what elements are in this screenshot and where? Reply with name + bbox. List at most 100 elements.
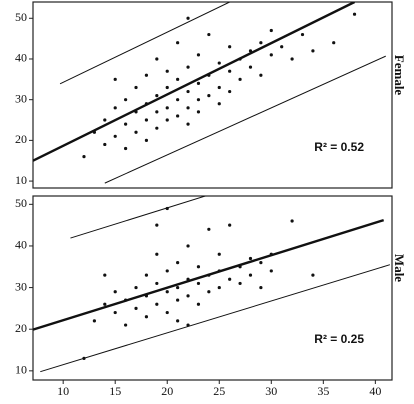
point bbox=[134, 285, 138, 290]
point bbox=[165, 269, 169, 273]
point bbox=[144, 294, 149, 298]
point bbox=[176, 319, 180, 323]
point bbox=[217, 85, 221, 90]
point bbox=[196, 281, 201, 286]
point bbox=[217, 285, 221, 290]
point bbox=[124, 298, 128, 302]
x-tick-label: 40 bbox=[369, 384, 381, 398]
point bbox=[176, 261, 180, 265]
point bbox=[196, 81, 201, 86]
prediction-band bbox=[70, 196, 207, 239]
point bbox=[124, 146, 128, 151]
point bbox=[207, 32, 211, 37]
point bbox=[144, 315, 149, 319]
point bbox=[165, 206, 169, 211]
point bbox=[332, 41, 336, 45]
point bbox=[186, 294, 190, 298]
point bbox=[113, 310, 117, 315]
y-tick-label: 10 bbox=[15, 173, 27, 187]
point bbox=[176, 41, 180, 45]
prediction-band bbox=[40, 264, 391, 373]
point bbox=[259, 261, 263, 265]
point bbox=[186, 244, 190, 248]
point bbox=[269, 53, 273, 57]
point bbox=[228, 45, 232, 49]
point bbox=[165, 118, 169, 122]
point bbox=[207, 227, 211, 231]
fit-line bbox=[33, 2, 356, 162]
point bbox=[186, 65, 190, 69]
point bbox=[144, 273, 149, 277]
point bbox=[186, 89, 190, 94]
point bbox=[207, 73, 211, 77]
point bbox=[144, 73, 149, 77]
point bbox=[217, 269, 221, 273]
point bbox=[248, 65, 253, 69]
panel-label: Male bbox=[392, 254, 407, 282]
point bbox=[248, 273, 253, 277]
point bbox=[165, 69, 169, 73]
point bbox=[269, 269, 273, 273]
point bbox=[290, 57, 294, 61]
point bbox=[155, 223, 159, 227]
point bbox=[311, 273, 315, 277]
point bbox=[155, 281, 159, 286]
plot-area bbox=[33, 196, 391, 373]
point bbox=[124, 98, 128, 102]
point bbox=[300, 32, 305, 37]
point bbox=[352, 12, 357, 16]
point bbox=[228, 69, 232, 73]
point bbox=[186, 16, 190, 20]
y-tick-label: 20 bbox=[15, 132, 27, 146]
y-tick-label: 20 bbox=[15, 321, 27, 335]
point bbox=[186, 277, 190, 281]
point bbox=[280, 45, 284, 49]
y-tick-label: 30 bbox=[15, 91, 27, 105]
point bbox=[155, 126, 159, 130]
point bbox=[217, 61, 221, 65]
point bbox=[124, 122, 128, 126]
point bbox=[165, 85, 169, 90]
point bbox=[207, 94, 211, 98]
y-tick-label: 40 bbox=[15, 238, 27, 252]
y-tick-label: 50 bbox=[15, 196, 27, 210]
y-tick-label: 30 bbox=[15, 279, 27, 293]
point bbox=[196, 302, 201, 306]
point bbox=[196, 98, 201, 102]
point bbox=[176, 77, 180, 81]
point bbox=[311, 49, 315, 53]
point bbox=[134, 306, 138, 310]
point bbox=[92, 130, 96, 134]
panel-frame bbox=[32, 1, 393, 189]
y-tick-label: 10 bbox=[15, 363, 27, 377]
point bbox=[82, 356, 86, 360]
point bbox=[228, 277, 232, 281]
point bbox=[217, 102, 221, 106]
point bbox=[196, 265, 201, 269]
point bbox=[290, 219, 294, 223]
point bbox=[103, 142, 107, 147]
point bbox=[238, 57, 242, 61]
y-tick-label: 40 bbox=[15, 51, 27, 65]
annotation: R² = 0.52 bbox=[314, 140, 364, 154]
point bbox=[134, 110, 138, 114]
point bbox=[165, 310, 169, 315]
point bbox=[165, 290, 169, 294]
point bbox=[176, 98, 180, 102]
x-tick-label: 15 bbox=[109, 384, 121, 398]
point bbox=[207, 290, 211, 294]
point bbox=[103, 302, 107, 306]
point bbox=[207, 273, 211, 277]
point bbox=[144, 118, 149, 122]
point bbox=[113, 77, 117, 81]
point bbox=[176, 285, 180, 290]
point bbox=[144, 102, 149, 106]
point bbox=[186, 122, 190, 126]
point bbox=[113, 290, 117, 294]
point bbox=[269, 28, 273, 33]
panel-label: Female bbox=[392, 55, 407, 96]
point bbox=[124, 323, 128, 327]
point bbox=[217, 252, 221, 256]
